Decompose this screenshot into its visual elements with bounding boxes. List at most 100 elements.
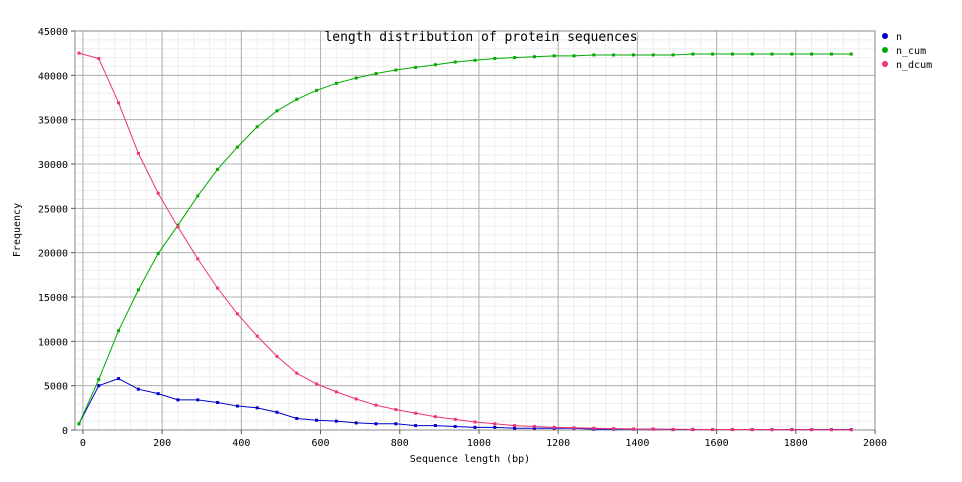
data-point xyxy=(433,415,437,419)
data-point xyxy=(315,88,319,92)
data-point xyxy=(374,403,378,407)
data-point xyxy=(592,426,596,430)
x-tick-label: 1400 xyxy=(625,438,649,449)
data-point xyxy=(97,56,101,60)
data-point xyxy=(414,65,418,69)
y-tick-label: 45000 xyxy=(38,27,68,38)
data-point xyxy=(513,56,517,60)
data-point xyxy=(354,76,358,80)
data-point xyxy=(196,194,200,198)
plot-frame xyxy=(74,30,876,431)
x-tick-label: 1200 xyxy=(546,438,570,449)
data-point xyxy=(394,68,398,72)
y-tick-label: 30000 xyxy=(38,160,68,171)
chart-title: length distribution of protein sequences xyxy=(324,30,637,45)
data-point xyxy=(473,425,477,429)
x-tick-label: 1800 xyxy=(784,438,808,449)
data-point xyxy=(572,426,576,430)
data-point xyxy=(810,52,814,56)
data-point xyxy=(453,417,457,421)
x-tick-label: 1600 xyxy=(705,438,729,449)
data-point xyxy=(414,411,418,415)
data-point xyxy=(671,427,675,431)
data-point xyxy=(176,225,180,229)
y-axis-label: Frequency xyxy=(12,203,23,257)
y-tick-label: 20000 xyxy=(38,249,68,260)
data-point xyxy=(711,52,715,56)
data-point xyxy=(473,420,477,424)
x-tick-label: 0 xyxy=(80,438,86,449)
legend-item: n_cum xyxy=(882,46,926,57)
data-point xyxy=(532,426,536,430)
legend-marker xyxy=(882,33,888,39)
data-point xyxy=(216,401,220,405)
data-point xyxy=(711,427,715,431)
data-point xyxy=(394,422,398,426)
y-tick-label: 5000 xyxy=(44,382,68,393)
data-point xyxy=(156,191,160,195)
legend-label: n_cum xyxy=(896,46,926,57)
data-point xyxy=(810,428,814,432)
legend-marker xyxy=(882,61,888,67)
data-point xyxy=(136,288,140,292)
data-point xyxy=(77,51,81,55)
series-n-dcum xyxy=(77,51,853,432)
y-tick-label: 15000 xyxy=(38,293,68,304)
legend: n n_cum n_dcum xyxy=(882,32,932,71)
data-point xyxy=(255,406,259,410)
data-point xyxy=(136,387,140,391)
data-point xyxy=(334,419,338,423)
data-point xyxy=(275,410,279,414)
data-point xyxy=(77,422,81,426)
x-tick-label: 800 xyxy=(391,438,409,449)
data-point xyxy=(295,416,299,420)
data-point xyxy=(334,81,338,85)
data-point xyxy=(433,63,437,67)
data-point xyxy=(651,427,655,431)
series-layer xyxy=(77,51,853,432)
data-point xyxy=(97,384,101,388)
data-point xyxy=(513,424,517,428)
x-tick-label: 600 xyxy=(312,438,330,449)
major-grid xyxy=(75,30,876,431)
legend-label: n xyxy=(896,32,902,43)
data-point xyxy=(374,422,378,426)
data-point xyxy=(414,424,418,428)
data-point xyxy=(156,392,160,396)
data-point xyxy=(295,97,299,101)
x-axis-label: Sequence length (bp) xyxy=(410,454,530,465)
data-point xyxy=(532,55,536,59)
data-point xyxy=(156,252,160,256)
data-point xyxy=(117,377,121,381)
data-point xyxy=(770,52,774,56)
data-point xyxy=(552,54,556,58)
legend-item: n xyxy=(882,32,902,43)
data-point xyxy=(770,428,774,432)
data-point xyxy=(453,424,457,428)
data-point xyxy=(612,427,616,431)
data-point xyxy=(493,56,497,60)
data-point xyxy=(176,398,180,402)
data-point xyxy=(631,427,635,431)
legend-label: n_dcum xyxy=(896,60,932,71)
x-tick-label: 400 xyxy=(232,438,250,449)
data-point xyxy=(691,427,695,431)
data-point xyxy=(334,390,338,394)
data-point xyxy=(117,101,121,105)
data-point xyxy=(513,426,517,430)
data-point xyxy=(473,58,477,62)
y-tick-label: 0 xyxy=(62,426,68,437)
data-point xyxy=(196,257,200,261)
data-point xyxy=(354,421,358,425)
data-point xyxy=(691,52,695,56)
data-point xyxy=(176,223,180,227)
data-point xyxy=(453,60,457,64)
data-point xyxy=(433,424,437,428)
y-tick-label: 25000 xyxy=(38,204,68,215)
series-line xyxy=(78,52,852,431)
data-point xyxy=(255,125,259,129)
data-point xyxy=(275,354,279,358)
data-point xyxy=(136,151,140,155)
data-point xyxy=(651,53,655,57)
